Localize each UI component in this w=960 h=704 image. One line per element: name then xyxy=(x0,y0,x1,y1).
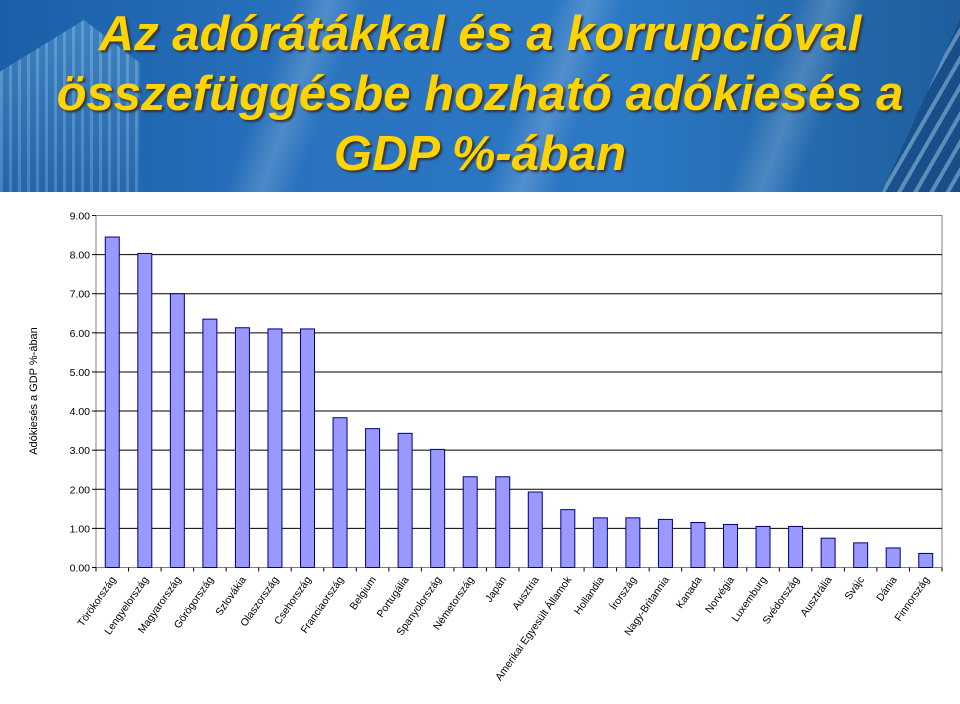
y-tick-label: 2.00 xyxy=(70,484,91,496)
bar xyxy=(723,523,738,569)
slide-title: Az adórátákkal és a korrupcióval összefü… xyxy=(20,4,940,184)
title-line-1: Az adórátákkal és a korrupcióval xyxy=(98,7,862,61)
y-tick-label: 9.00 xyxy=(70,211,91,223)
y-tick-label: 5.00 xyxy=(70,367,91,379)
x-tick-label: Dánia xyxy=(874,574,900,603)
bar xyxy=(853,542,869,568)
bar xyxy=(430,448,446,568)
bar xyxy=(625,517,641,568)
x-tick-label: Norvégia xyxy=(703,574,737,615)
bar xyxy=(495,476,511,568)
x-tick-label: Hollandia xyxy=(572,574,607,617)
y-axis-ticks: 0.00 1.00 2.00 3.00 4.00 5.00 6.00 7.00 8.00 9.00 xyxy=(70,211,96,575)
bar xyxy=(365,428,381,568)
bar xyxy=(397,432,413,568)
y-axis-label: Adókiesés a GDP %-ában xyxy=(28,327,40,455)
bar xyxy=(300,328,315,568)
bar xyxy=(755,525,771,568)
bar xyxy=(104,236,120,569)
y-tick-label: 4.00 xyxy=(70,406,91,418)
bar xyxy=(885,547,901,569)
x-tick-label: Ausztria xyxy=(510,574,542,612)
bar xyxy=(820,537,836,568)
x-tick-label: Írország xyxy=(607,574,639,613)
bar xyxy=(234,327,250,568)
x-tick-label: Japán xyxy=(483,574,509,604)
x-tick-label: Belgium xyxy=(347,574,379,612)
x-tick-label: Kanada xyxy=(674,574,705,611)
bar xyxy=(169,293,185,568)
bar xyxy=(788,525,804,568)
title-banner: Az adórátákkal és a korrupcióval összefü… xyxy=(0,0,960,192)
bar xyxy=(267,328,283,568)
bar xyxy=(527,491,543,569)
bar xyxy=(560,509,576,569)
bar xyxy=(332,417,348,568)
bar-chart: 0.00 1.00 2.00 3.00 4.00 5.00 6.00 7.00 8.00 9.00… xyxy=(28,211,943,683)
bar xyxy=(462,476,478,568)
x-tick-label: Szlovákia xyxy=(213,574,249,618)
y-tick-label: 7.00 xyxy=(70,289,91,301)
y-tick-label: 3.00 xyxy=(70,445,91,457)
y-tick-label: 6.00 xyxy=(70,328,91,340)
title-line-2: összefüggésbe hozható adókiesés a xyxy=(56,67,904,121)
bars xyxy=(104,236,934,569)
x-axis-ticks: TörökországLengyelországMagyarországGörö… xyxy=(75,567,943,683)
title-line-3: GDP %-ában xyxy=(333,127,627,181)
bar xyxy=(690,522,706,568)
bar xyxy=(657,518,673,569)
y-tick-label: 8.00 xyxy=(70,250,91,262)
bar xyxy=(918,552,934,569)
x-tick-label: Ausztrália xyxy=(798,574,834,619)
plot-area xyxy=(95,215,943,568)
y-tick-label: 0.00 xyxy=(70,563,91,575)
y-tick-label: 1.00 xyxy=(70,523,91,535)
bar xyxy=(202,318,218,569)
bar xyxy=(592,517,608,568)
x-tick-label: Svájc xyxy=(843,574,868,602)
bar xyxy=(137,252,153,569)
